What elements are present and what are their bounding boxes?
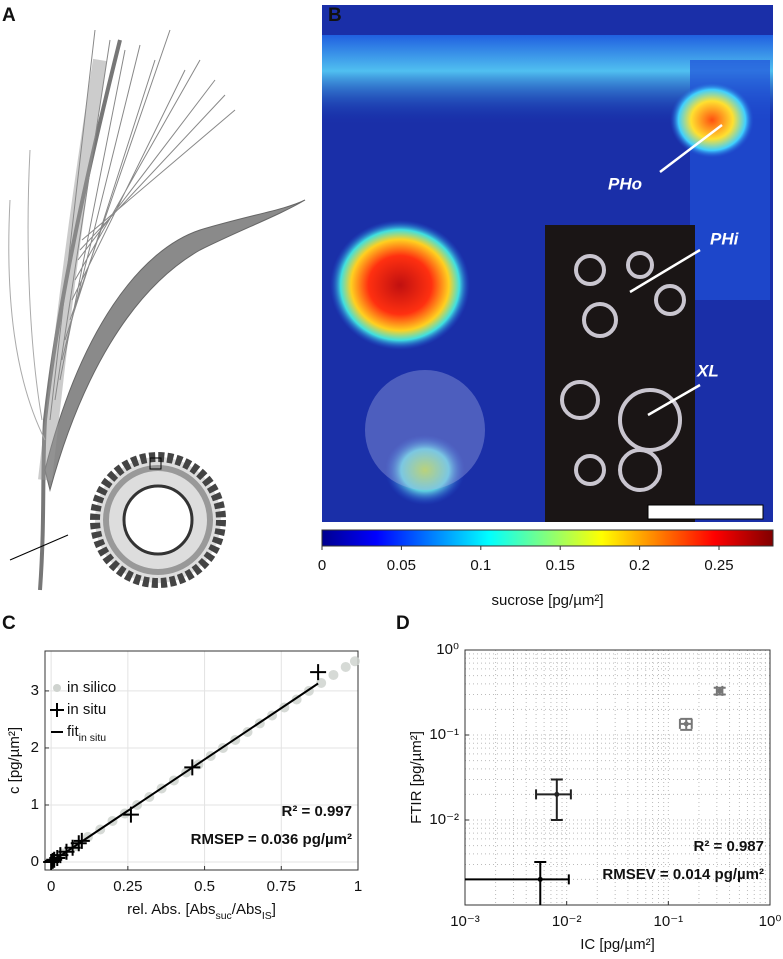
x-tick-label: 0.75 [267, 878, 296, 895]
text-part: IS [262, 910, 272, 922]
x-axis-label: rel. Abs. [Abssuc/AbsIS] [127, 901, 276, 922]
y-tick-label: 2 [31, 739, 39, 756]
legend-label: in situ [67, 701, 106, 718]
x-tick-label: 0.5 [194, 878, 215, 895]
y-error-bar [534, 861, 547, 905]
in-silico-point [349, 656, 360, 667]
legend-symbol [50, 703, 64, 717]
x-tick-label: 0.1 [470, 557, 491, 574]
fit-line [50, 682, 319, 863]
annotation: RMSEV = 0.014 pg/µm² [602, 866, 764, 883]
legend-symbol [53, 684, 61, 692]
x-tick-label: 0.25 [704, 557, 733, 574]
x-tick-label: 0 [318, 557, 326, 574]
y-tick-label: 10⁰ [436, 641, 459, 658]
legend-label: in silico [67, 679, 116, 696]
y-tick-label: 10⁻² [429, 811, 459, 828]
x-error-bar [535, 789, 572, 800]
x-tick-label: 10⁻¹ [654, 913, 684, 930]
legend-label: fitin situ [67, 723, 106, 744]
plot-frame [44, 650, 359, 871]
y-tick-label: 1 [31, 796, 39, 813]
annotation: RMSEP = 0.036 pg/µm² [191, 831, 352, 848]
panel-label: C [2, 613, 16, 634]
text-part: /Abs [232, 901, 262, 918]
x-axis-label: IC [pg/µm²] [580, 936, 655, 953]
data-point [683, 721, 689, 727]
x-tick-label: 0.15 [546, 557, 575, 574]
x-tick-label: 10⁻³ [450, 913, 480, 930]
x-axis-label: sucrose [pg/µm²] [491, 592, 603, 609]
data-point [554, 791, 560, 797]
in-situ-point [43, 854, 60, 871]
data-point [717, 688, 723, 694]
in-situ-point [310, 664, 327, 681]
text-part: suc [215, 910, 231, 922]
data-layer [465, 685, 726, 905]
text-part: rel. Abs. [Abs [127, 901, 215, 918]
x-tick-label: 0.2 [629, 557, 650, 574]
y-tick-label: 3 [31, 682, 39, 699]
x-tick-label: 1 [354, 878, 362, 895]
x-tick-label: 0 [47, 878, 55, 895]
panel-label: D [396, 613, 410, 634]
text-part: fit [67, 723, 80, 740]
y-axis-label: FTIR [pg/µm²] [408, 731, 425, 824]
sucrose-map-image: PHo PHi XL [322, 5, 773, 522]
y-error-bar [550, 778, 563, 821]
panel-label: B [328, 5, 342, 26]
annotation: XL [696, 361, 719, 380]
in-silico-point [316, 677, 327, 688]
x-tick-label: 10⁻² [552, 913, 582, 930]
plant-illustration [8, 29, 306, 591]
y-axis-label: c [pg/µm²] [6, 727, 23, 794]
x-tick-label: 0.05 [387, 557, 416, 574]
x-error-bar [465, 874, 570, 885]
colorbar [321, 529, 774, 547]
in-silico-point [340, 661, 351, 672]
annotation: R² = 0.997 [282, 803, 352, 820]
annotation: PHi [710, 229, 740, 248]
x-tick-label: 10⁰ [759, 913, 782, 930]
text-part: ] [272, 901, 276, 918]
plot-frame [464, 649, 771, 906]
y-tick-label: 10⁻¹ [429, 726, 459, 743]
annotation: PHo [608, 174, 642, 193]
x-tick-label: 0.25 [113, 878, 142, 895]
panel-label: A [2, 5, 16, 26]
text-part: in situ [79, 732, 107, 744]
data-point [537, 876, 543, 882]
y-tick-label: 0 [31, 853, 39, 870]
in-silico-point [328, 669, 339, 680]
annotation: R² = 0.987 [694, 838, 764, 855]
